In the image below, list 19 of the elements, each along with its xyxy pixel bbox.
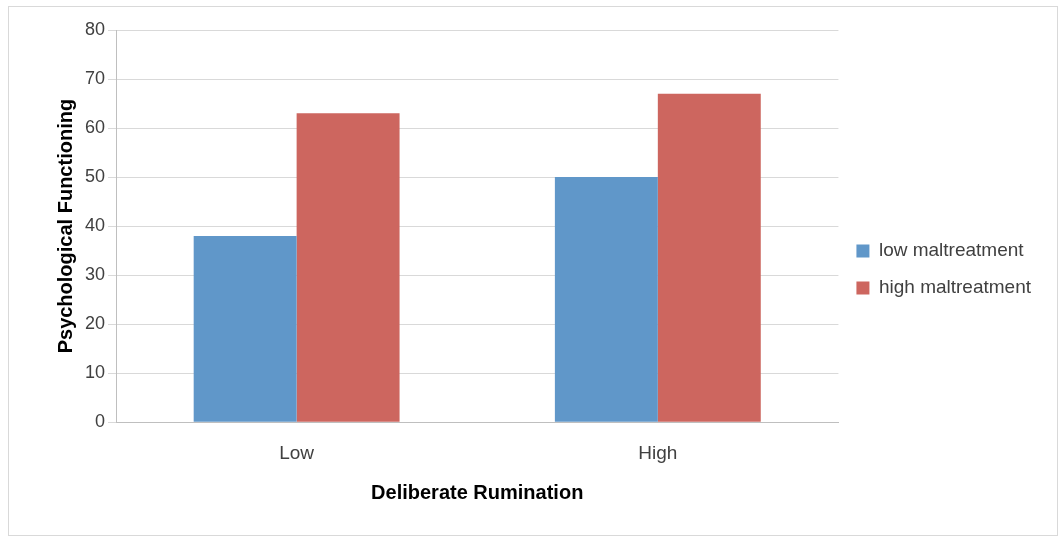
x-tick-label: High [638,441,678,463]
x-tick-label: Low [279,441,315,463]
y-tick-label: 0 [95,411,106,432]
legend-label: low maltreatment [878,239,1025,261]
bar [554,177,658,422]
y-tick-label: 80 [84,18,106,39]
y-tick-label: 40 [84,215,106,236]
y-tick-label: 20 [84,313,106,334]
y-tick-label: 60 [84,117,106,138]
y-tick-label: 10 [84,362,106,383]
bar [296,113,400,422]
y-tick-label: 70 [84,67,106,88]
y-tick-label: 50 [84,166,106,187]
x-axis-title: Deliberate Rumination [371,480,584,503]
bar [657,93,761,422]
bar [193,235,297,422]
y-axis-title: Psychological Functioning [53,98,76,354]
y-tick-label: 30 [84,264,106,285]
legend-label: high maltreatment [878,276,1032,298]
